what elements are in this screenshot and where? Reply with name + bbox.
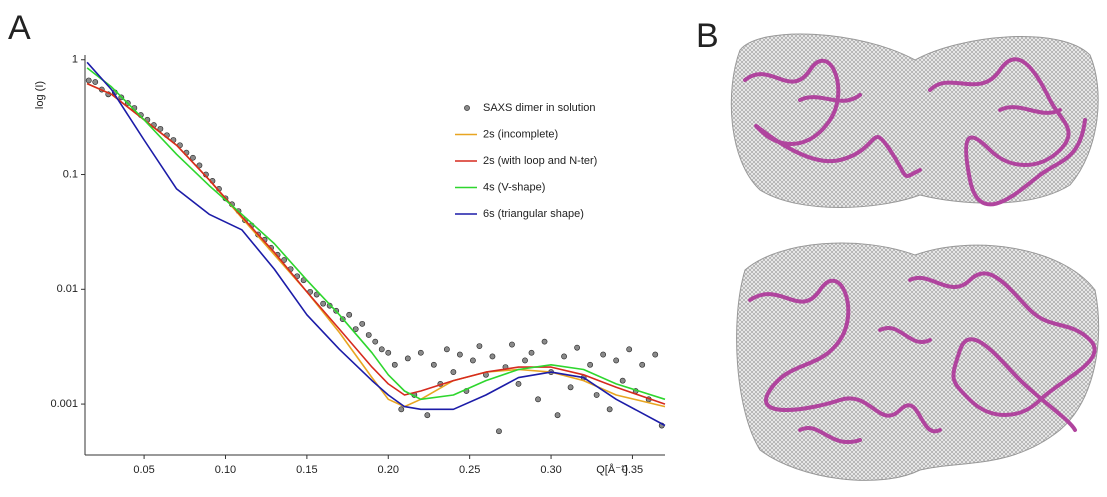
data-point (418, 350, 423, 355)
data-point (392, 362, 397, 367)
legend-label: 2s (with loop and N-ter) (483, 155, 597, 167)
data-point (470, 358, 475, 363)
data-point (627, 347, 632, 352)
legend-label: 2s (incomplete) (483, 128, 558, 140)
x-tick-label: 0.20 (378, 464, 399, 476)
data-point (522, 358, 527, 363)
data-point (653, 352, 658, 357)
data-point (366, 332, 371, 337)
structure-models (731, 34, 1098, 480)
data-point (405, 356, 410, 361)
data-point (490, 354, 495, 359)
legend-label: 6s (triangular shape) (483, 208, 584, 220)
data-point (477, 343, 482, 348)
x-tick-label: 0.35 (622, 464, 643, 476)
data-point (347, 312, 352, 317)
data-point (542, 339, 547, 344)
data-point (444, 347, 449, 352)
data-point (594, 392, 599, 397)
data-point (620, 378, 625, 383)
x-tick-label: 0.30 (540, 464, 561, 476)
data-point (640, 362, 645, 367)
envelope (731, 34, 1098, 208)
data-point (386, 350, 391, 355)
x-tick-label: 0.05 (133, 464, 154, 476)
figure: A B log (I) Q[Å⁻¹] 0.050.100.150.200.250… (0, 0, 1107, 497)
data-point (457, 352, 462, 357)
data-point (425, 413, 430, 418)
data-point (373, 339, 378, 344)
data-point (451, 369, 456, 374)
data-point (574, 345, 579, 350)
panel-label: B (696, 17, 719, 55)
data-point (93, 79, 98, 84)
data-point (516, 381, 521, 386)
panel-label: A (8, 9, 31, 47)
data-point (431, 362, 436, 367)
series-line (87, 84, 665, 405)
x-tick-label: 0.25 (459, 464, 480, 476)
data-point (86, 78, 91, 83)
x-tick-label: 0.15 (296, 464, 317, 476)
y-tick-label: 1 (72, 54, 78, 66)
data-point (399, 407, 404, 412)
data-point (509, 342, 514, 347)
data-point (588, 362, 593, 367)
data-point (607, 407, 612, 412)
data-point (561, 354, 566, 359)
data-point (535, 397, 540, 402)
data-point (321, 301, 326, 306)
y-axis-label: log (I) (34, 81, 46, 109)
y-tick-label: 0.01 (57, 283, 78, 295)
legend-swatch (464, 105, 469, 110)
data-point (568, 385, 573, 390)
legend-label: SAXS dimer in solution (483, 102, 596, 114)
data-point (360, 321, 365, 326)
data-point (601, 352, 606, 357)
y-tick-label: 0.001 (50, 398, 78, 410)
data-point (496, 429, 501, 434)
data-point (529, 350, 534, 355)
legend-label: 4s (V-shape) (483, 181, 545, 193)
data-point (614, 358, 619, 363)
data-point (555, 413, 560, 418)
y-tick-label: 0.1 (63, 168, 78, 180)
x-tick-label: 0.10 (215, 464, 236, 476)
data-point (379, 347, 384, 352)
